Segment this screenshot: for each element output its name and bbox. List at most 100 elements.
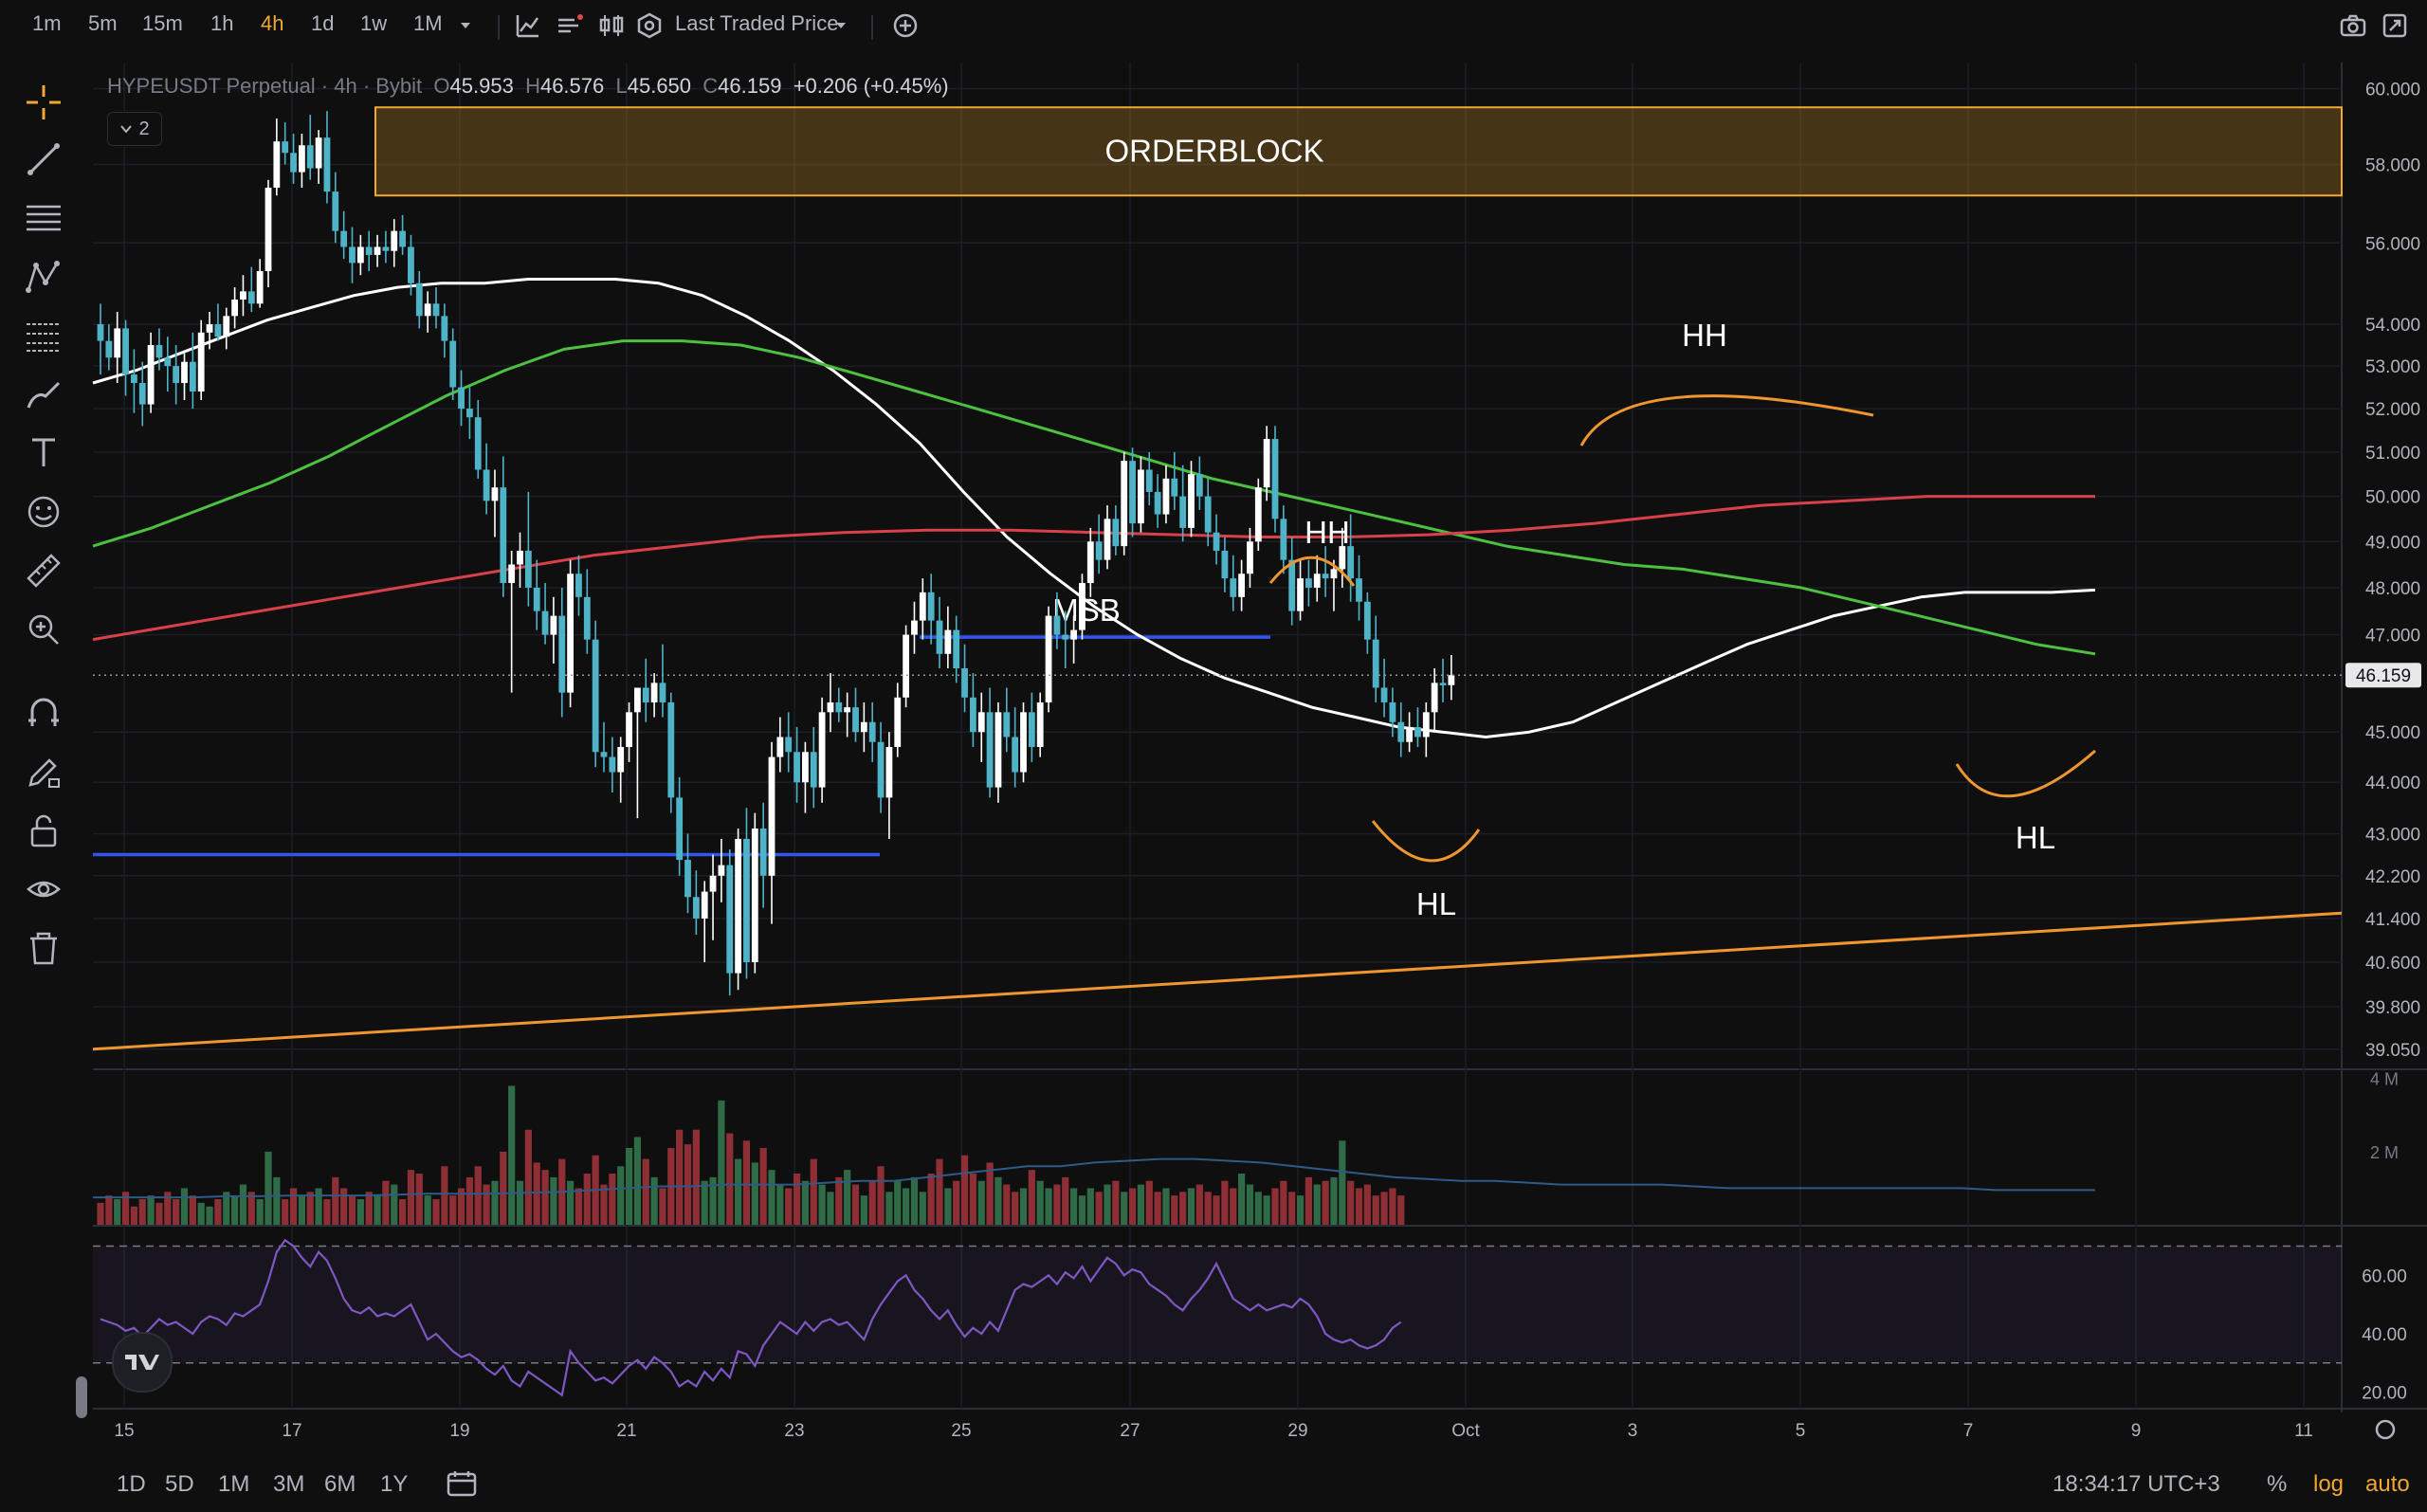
range-5D[interactable]: 5D bbox=[165, 1471, 194, 1497]
price-tick-label: 43.000 bbox=[2365, 825, 2420, 845]
percent-scale-toggle[interactable]: % bbox=[2267, 1471, 2288, 1497]
tradingview-logo[interactable] bbox=[112, 1332, 173, 1393]
candle-body bbox=[709, 875, 717, 892]
drawing-toolbar bbox=[0, 55, 87, 1411]
emoji-icon[interactable] bbox=[23, 491, 64, 533]
candle-body bbox=[458, 387, 465, 410]
range-6M[interactable]: 6M bbox=[324, 1471, 356, 1497]
utc-clock[interactable]: 18:34:17 UTC+3 bbox=[2053, 1471, 2220, 1497]
candle-body bbox=[1431, 683, 1438, 713]
candle-body bbox=[592, 639, 599, 753]
crosshair-icon[interactable] bbox=[23, 82, 64, 123]
camera-icon[interactable] bbox=[2337, 9, 2369, 42]
volume-bar bbox=[231, 1195, 239, 1225]
candle-body bbox=[1003, 712, 1011, 738]
candle-body bbox=[273, 141, 281, 188]
volume-bar bbox=[927, 1174, 935, 1225]
zoom-icon[interactable] bbox=[23, 609, 64, 650]
orderblock-label: ORDERBLOCK bbox=[1104, 134, 1323, 169]
ema-line-red bbox=[92, 495, 2095, 642]
candle-body bbox=[609, 756, 616, 773]
timeframe-dropdown-icon[interactable] bbox=[449, 9, 482, 42]
pane-scroll-handle[interactable] bbox=[76, 1376, 87, 1418]
candle-body bbox=[105, 340, 113, 358]
magnet-icon[interactable] bbox=[23, 692, 64, 734]
volume-bar bbox=[567, 1180, 575, 1225]
lock-drawing-pencil-icon[interactable] bbox=[23, 751, 64, 792]
range-3M[interactable]: 3M bbox=[273, 1471, 305, 1497]
timeframe-5m[interactable]: 5m bbox=[88, 11, 118, 35]
range-1M[interactable]: 1M bbox=[218, 1471, 250, 1497]
time-tick-label: 3 bbox=[1628, 1421, 1638, 1441]
timeframe-1M[interactable]: 1M bbox=[413, 11, 443, 35]
candle-body bbox=[944, 629, 952, 654]
auto-scale-toggle[interactable]: auto bbox=[2365, 1471, 2410, 1497]
volume-bar bbox=[223, 1192, 230, 1225]
trend-line-icon[interactable] bbox=[23, 138, 64, 180]
candle-body bbox=[155, 345, 163, 358]
candle-body bbox=[138, 383, 146, 405]
candle-body bbox=[759, 828, 767, 876]
range-1D[interactable]: 1D bbox=[117, 1471, 146, 1497]
rsi-tick-label: 20.00 bbox=[2362, 1384, 2407, 1404]
indicators-collapse-button[interactable]: 2 bbox=[107, 112, 162, 146]
candle-body bbox=[332, 191, 339, 231]
fullscreen-icon[interactable] bbox=[2379, 9, 2411, 42]
price-tick-label: 41.400 bbox=[2365, 910, 2420, 930]
timeframe-15m[interactable]: 15m bbox=[142, 11, 183, 35]
lock-icon[interactable] bbox=[23, 810, 64, 851]
timeframe-1d[interactable]: 1d bbox=[311, 11, 335, 35]
fib-icon[interactable] bbox=[23, 315, 64, 356]
candle-body bbox=[1280, 519, 1287, 560]
brush-icon[interactable] bbox=[23, 373, 64, 415]
swing-high-arc bbox=[1579, 394, 1874, 446]
volume-bar bbox=[1121, 1192, 1128, 1225]
candle-body bbox=[827, 701, 834, 713]
candle-body bbox=[399, 230, 406, 247]
volume-bar bbox=[726, 1133, 734, 1225]
price-source-dropdown-icon[interactable] bbox=[825, 9, 857, 42]
price-source-icon[interactable] bbox=[633, 9, 666, 42]
symbol-title[interactable]: HYPEUSDT Perpetual · 4h · Bybit bbox=[107, 74, 423, 98]
candles-icon[interactable] bbox=[595, 9, 628, 42]
visibility-icon[interactable] bbox=[23, 868, 64, 910]
candle-body bbox=[868, 721, 876, 742]
indicators-icon[interactable] bbox=[512, 9, 544, 42]
volume-bar bbox=[642, 1158, 649, 1225]
volume-bar bbox=[617, 1166, 625, 1225]
price-source-select[interactable]: Last Traded Price bbox=[675, 11, 839, 35]
timeframe-1m[interactable]: 1m bbox=[32, 11, 62, 35]
timeframe-4h[interactable]: 4h bbox=[261, 11, 284, 35]
candle-body bbox=[751, 828, 758, 962]
pattern-icon[interactable] bbox=[23, 256, 64, 298]
ruler-icon[interactable] bbox=[23, 550, 64, 592]
timeframe-1h[interactable]: 1h bbox=[210, 11, 234, 35]
volume-bar bbox=[114, 1199, 121, 1225]
volume-bar bbox=[1019, 1188, 1028, 1225]
candle-body bbox=[1053, 615, 1061, 635]
candle-body bbox=[441, 316, 448, 341]
trash-icon[interactable] bbox=[23, 927, 64, 969]
range-1Y[interactable]: 1Y bbox=[380, 1471, 409, 1497]
volume-bar bbox=[524, 1129, 532, 1225]
add-compare-icon[interactable] bbox=[889, 9, 922, 42]
time-tick-label: 9 bbox=[2131, 1421, 2142, 1441]
close-value: 46.159 bbox=[718, 74, 782, 98]
volume-tick-label: 2 M bbox=[2370, 1143, 2399, 1162]
log-scale-toggle[interactable]: log bbox=[2313, 1471, 2345, 1497]
volume-bar bbox=[356, 1199, 364, 1225]
volume-bar bbox=[206, 1206, 213, 1225]
volume-bar bbox=[340, 1188, 348, 1225]
candle-body bbox=[424, 303, 431, 317]
chart-settings-icon[interactable] bbox=[554, 9, 586, 42]
volume-bar bbox=[633, 1137, 641, 1225]
volume-bar bbox=[1128, 1188, 1137, 1225]
candle-body bbox=[1012, 737, 1019, 773]
text-tool-icon[interactable] bbox=[23, 432, 64, 474]
timeframe-1w[interactable]: 1w bbox=[360, 11, 388, 35]
volume-bar bbox=[365, 1192, 373, 1225]
horizontal-lines-icon[interactable] bbox=[23, 197, 64, 239]
candle-body bbox=[903, 634, 909, 698]
calendar-icon[interactable] bbox=[446, 1467, 478, 1500]
